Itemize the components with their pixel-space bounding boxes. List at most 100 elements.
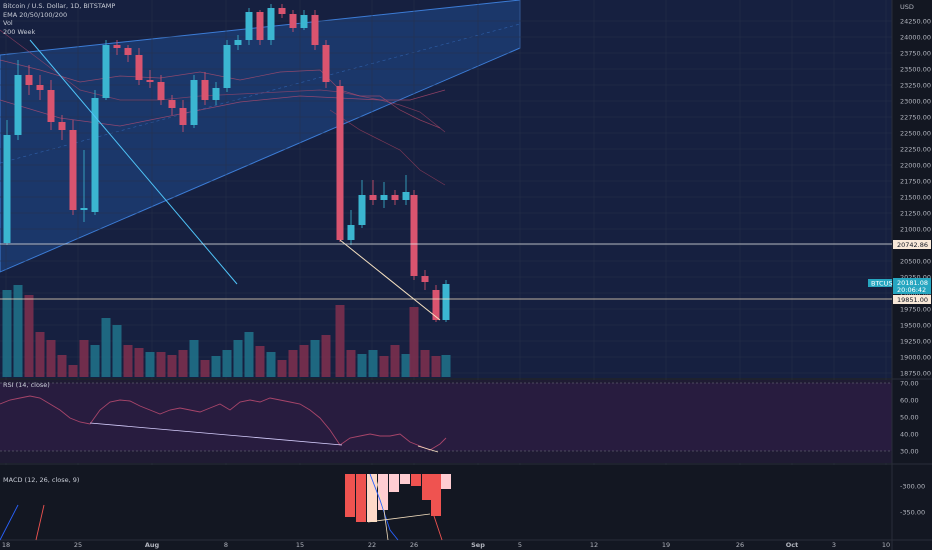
candle-body[interactable] (336, 86, 344, 240)
candle-body[interactable] (157, 82, 165, 100)
volume-bar (145, 352, 155, 377)
time-axis-label: 26 (736, 541, 744, 549)
ema-50-line (0, 29, 446, 133)
candle-body[interactable] (358, 195, 366, 225)
candle-body[interactable] (58, 122, 66, 130)
rsi-divergence-line-2[interactable] (417, 445, 439, 453)
rsi-label[interactable]: RSI (14, close) (3, 381, 50, 389)
candle-body[interactable] (234, 40, 242, 45)
volume-bar (57, 355, 67, 377)
candle-body[interactable] (69, 130, 77, 210)
volume-bar (112, 325, 122, 377)
candle-body[interactable] (347, 225, 355, 240)
price-axis-label: 24000.00 (900, 34, 931, 42)
price-axis-label: 19250.00 (900, 338, 931, 346)
macd-divergence-line[interactable] (367, 513, 431, 523)
candle-body[interactable] (3, 135, 11, 243)
candle-body[interactable] (278, 8, 286, 14)
symbol-tag: BTCUSD (868, 279, 897, 288)
ema-legend[interactable]: EMA 20/50/100/200 (3, 10, 68, 19)
volume-bar (90, 345, 100, 377)
candle-body[interactable] (267, 8, 275, 40)
candle-body[interactable] (91, 98, 99, 212)
macd-bar (431, 474, 441, 516)
candle-body[interactable] (391, 195, 399, 200)
candle-body[interactable] (402, 192, 410, 200)
candle-body[interactable] (124, 48, 132, 55)
macd-histogram (345, 474, 451, 522)
candle-body[interactable] (322, 45, 330, 82)
rsi-axis-label: 60.00 (900, 397, 919, 405)
price-axis[interactable]: 24250.00 24000.00 23750.00 23500.00 23250.00… (900, 18, 931, 378)
price-axis-label: 22250.00 (900, 146, 931, 154)
candle-body[interactable] (212, 88, 220, 100)
rsi-divergence-line[interactable] (89, 422, 343, 446)
candle-body[interactable] (245, 12, 253, 40)
symbol-title[interactable]: Bitcoin / U.S. Dollar, 1D, BITSTAMP (3, 2, 116, 10)
rsi-band (0, 383, 892, 451)
candle-body[interactable] (223, 45, 231, 88)
candle-body[interactable] (80, 208, 88, 210)
candle-body[interactable] (36, 85, 44, 90)
macd-bar (422, 474, 432, 500)
candle-body[interactable] (179, 108, 187, 125)
rsi-line (0, 395, 447, 451)
volume-bar (189, 340, 199, 377)
candle-body[interactable] (14, 75, 22, 135)
rsi-axis[interactable]: 70.00 60.00 50.00 40.00 30.00 (900, 380, 919, 456)
volume-bar (335, 305, 345, 377)
volume-bar (222, 350, 232, 377)
time-axis-label: Sep (471, 541, 485, 549)
volume-bar (409, 307, 419, 377)
price-axis-label: 21750.00 (900, 178, 931, 186)
candle-body[interactable] (289, 14, 297, 28)
divergence-line[interactable] (339, 239, 441, 321)
time-axis[interactable]: 18 25 Aug 8 15 22 26 Sep 5 12 19 26 Oct 3 10 (2, 541, 890, 549)
week-legend[interactable]: 200 Week (3, 27, 36, 36)
trend-line-cyan[interactable] (29, 39, 238, 285)
price-axis-label: 20500.00 (900, 258, 931, 266)
candle-body[interactable] (201, 80, 209, 100)
candle-body[interactable] (300, 15, 308, 28)
candle-body[interactable] (102, 45, 110, 98)
candle-body[interactable] (256, 12, 264, 40)
candle-body[interactable] (432, 290, 440, 320)
macd-line-1 (0, 504, 19, 541)
candle-body[interactable] (421, 276, 429, 282)
price-axis-label: 24250.00 (900, 18, 931, 26)
price-axis-label: 21000.00 (900, 226, 931, 234)
ema-100-line (0, 89, 446, 127)
macd-line-4 (431, 509, 443, 541)
price-axis-label: 23250.00 (900, 82, 931, 90)
volume-bar (68, 365, 78, 377)
volume-bar (211, 356, 221, 377)
candle-body[interactable] (190, 80, 198, 125)
vol-legend[interactable]: Vol (3, 19, 13, 27)
candle-body[interactable] (146, 80, 154, 82)
price-axis-label: 23000.00 (900, 98, 931, 106)
price-axis-label: 22750.00 (900, 114, 931, 122)
macd-axis[interactable]: -300.00 -350.00 (900, 483, 925, 517)
volume-bar (2, 290, 12, 377)
candle-body[interactable] (135, 55, 143, 80)
volume-bar (35, 332, 45, 377)
chart-legend: Bitcoin / U.S. Dollar, 1D, BITSTAMP EMA … (3, 2, 115, 36)
rsi-axis-label: 30.00 (900, 448, 919, 456)
volume-bar (79, 340, 89, 377)
volume-bar (46, 340, 56, 377)
candle-body[interactable] (113, 45, 121, 48)
candle-body[interactable] (168, 100, 176, 108)
candle-body[interactable] (47, 90, 55, 122)
candle-body[interactable] (442, 284, 450, 320)
candle-body[interactable] (380, 195, 388, 200)
candle-body[interactable] (410, 195, 418, 276)
macd-label[interactable]: MACD (12, 26, close, 9) (3, 476, 80, 484)
candlesticks[interactable] (3, 4, 450, 322)
volume-bar (156, 352, 166, 377)
candle-body[interactable] (311, 15, 319, 45)
candle-body[interactable] (369, 195, 377, 200)
ema-200-line (329, 109, 446, 186)
candle-body[interactable] (25, 75, 33, 85)
macd-bar (400, 474, 410, 484)
